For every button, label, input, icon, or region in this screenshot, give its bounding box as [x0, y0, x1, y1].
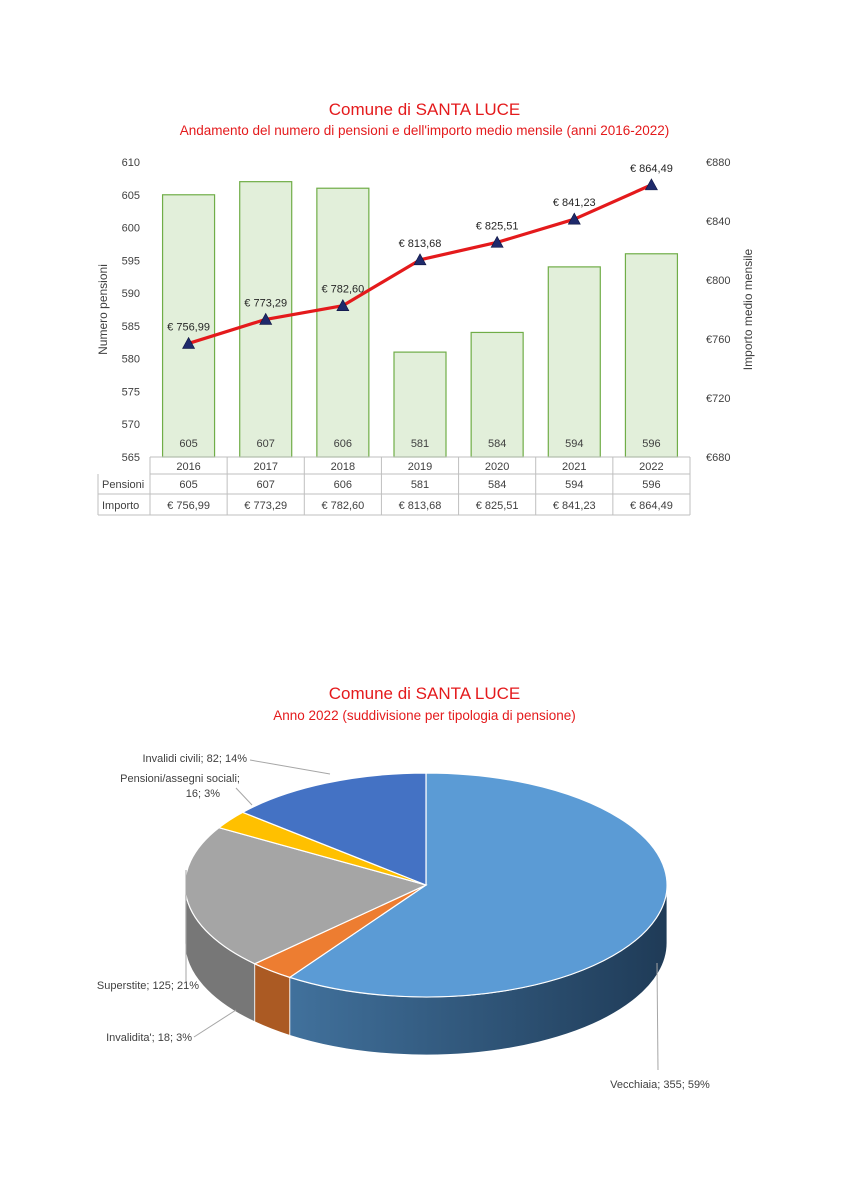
- leader-line: [193, 1009, 237, 1038]
- x-tick-label: 2020: [485, 461, 509, 473]
- y-tick-label: 570: [122, 419, 140, 431]
- importo-label: € 825,51: [476, 220, 519, 232]
- table-cell-importo: € 841,23: [553, 500, 596, 512]
- importo-marker: [413, 253, 427, 266]
- y-tick-label: 565: [122, 452, 140, 464]
- bar-label: 605: [179, 438, 197, 450]
- combo-chart: 565 570 575 580 585 590 595 600 605 610 €680 €720 €7…: [96, 157, 755, 516]
- y2-tick-label: €840: [706, 216, 730, 228]
- chart2-title: Comune di SANTA LUCE: [328, 684, 521, 703]
- y2-tick-label: €680: [706, 452, 730, 464]
- y-tick-label: 575: [122, 386, 140, 398]
- pie-chart: Vecchiaia; 355; 59% Invalidita'; 18; 3% Su…: [97, 753, 710, 1091]
- bar-label: 596: [642, 438, 660, 450]
- y2-tick-label: €760: [706, 334, 730, 346]
- pie-slice: [184, 826, 428, 965]
- y-tick-label: 605: [122, 190, 140, 202]
- y-tick-label: 580: [122, 354, 140, 366]
- importo-label: € 773,29: [244, 297, 287, 309]
- table-cell-pensioni: 606: [334, 479, 352, 491]
- table-cell-pensioni: 584: [488, 479, 506, 491]
- bar-2016: [161, 194, 216, 458]
- importo-label: € 864,49: [630, 163, 673, 175]
- table-cell-pensioni: 607: [257, 479, 275, 491]
- importo-marker: [259, 312, 273, 325]
- bar-label: 584: [488, 438, 506, 450]
- slice-label: Invalidita'; 18; 3%: [106, 1032, 192, 1044]
- table-row-header: Pensioni: [102, 479, 144, 491]
- y-tick-label: 585: [122, 321, 140, 333]
- importo-marker: [336, 299, 350, 311]
- table-cell-importo: € 825,51: [476, 500, 519, 512]
- x-tick-label: 2017: [253, 461, 277, 473]
- x-tick-label: 2016: [176, 461, 200, 473]
- importo-marker: [182, 336, 196, 349]
- table-cell-pensioni: 581: [411, 479, 429, 491]
- slice-label: Pensioni/assegni sociali;: [120, 773, 240, 785]
- importo-label: € 756,99: [167, 321, 210, 333]
- bar-2019: [393, 351, 447, 458]
- x-tick-label: 2021: [562, 461, 586, 473]
- bar-2021: [547, 266, 601, 458]
- bar-label: 594: [565, 438, 583, 450]
- table-cell-importo: € 773,29: [244, 500, 287, 512]
- slice-label: Invalidi civili; 82; 14%: [142, 753, 247, 765]
- importo-label: € 841,23: [553, 197, 596, 209]
- y-tick-label: 595: [122, 255, 140, 267]
- bar-label: 607: [257, 438, 275, 450]
- leader-line: [656, 962, 659, 1071]
- y-tick-label: 610: [122, 157, 140, 169]
- table-row-header: Importo: [102, 500, 139, 512]
- pie-slice: [288, 772, 668, 998]
- chart1-title: Comune di SANTA LUCE: [328, 100, 521, 119]
- importo-marker: [490, 235, 504, 248]
- slice-label: 16; 3%: [186, 788, 220, 800]
- chart2-subtitle: Anno 2022 (suddivisione per tipologia di…: [273, 708, 576, 723]
- slice-label: Superstite; 125; 21%: [97, 980, 199, 992]
- table-cell-pensioni: 594: [565, 479, 583, 491]
- leader-line: [249, 759, 331, 775]
- chart1-subtitle: Andamento del numero di pensioni e dell'…: [179, 123, 670, 138]
- table-cell-importo: € 756,99: [167, 500, 210, 512]
- y-axis-title: Numero pensioni: [96, 264, 110, 355]
- bar-label: 581: [411, 438, 429, 450]
- pie-slice: [241, 772, 427, 886]
- y-tick-label: 590: [122, 288, 140, 300]
- bar-2020: [470, 331, 524, 458]
- bar-2018: [316, 187, 370, 458]
- importo-marker: [644, 178, 658, 191]
- importo-label: € 813,68: [399, 238, 442, 250]
- bar-label: 606: [334, 438, 352, 450]
- slice-label: Vecchiaia; 355; 59%: [610, 1079, 710, 1091]
- table-cell-pensioni: 605: [179, 479, 197, 491]
- y2-axis-title: Importo medio mensile: [741, 248, 755, 370]
- y-tick-label: 600: [122, 223, 140, 235]
- importo-label: € 782,60: [321, 284, 364, 296]
- x-tick-label: 2022: [639, 461, 663, 473]
- table-cell-importo: € 813,68: [399, 500, 442, 512]
- table-cell-importo: € 864,49: [630, 500, 673, 512]
- leader-line: [235, 787, 253, 806]
- y2-tick-label: €800: [706, 275, 730, 287]
- x-tick-label: 2018: [331, 461, 355, 473]
- y2-tick-label: €720: [706, 393, 730, 405]
- y2-tick-label: €880: [706, 157, 730, 169]
- x-tick-label: 2019: [408, 461, 432, 473]
- bar-2022: [624, 253, 679, 458]
- importo-marker: [567, 212, 581, 225]
- table-cell-pensioni: 596: [642, 479, 660, 491]
- table-cell-importo: € 782,60: [321, 500, 364, 512]
